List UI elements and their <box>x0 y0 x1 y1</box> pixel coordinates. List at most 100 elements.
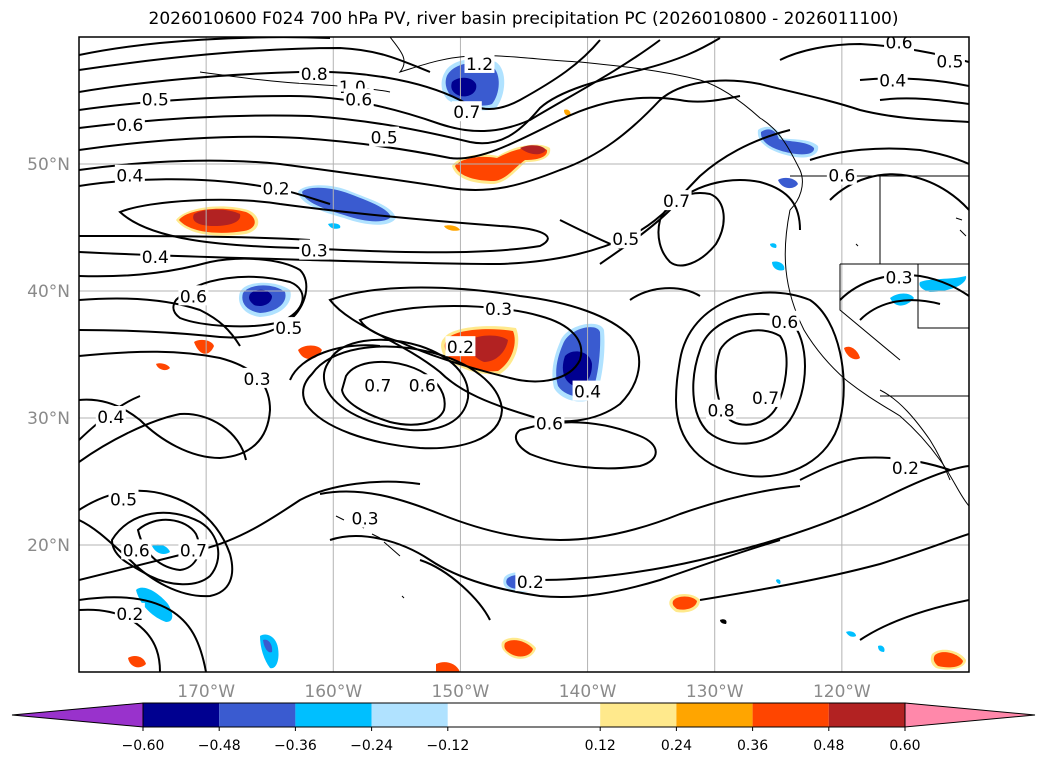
colorbar-tick-label: −0.36 <box>274 738 317 754</box>
contour-label-halo <box>114 164 145 185</box>
contour-label-halo <box>464 52 495 73</box>
contour-label-halo <box>362 374 393 395</box>
contour-label-text: 0.5 <box>142 91 169 111</box>
contour-label: 0.2 <box>445 336 476 358</box>
contour-label: 0.2 <box>261 177 292 199</box>
pv-contour <box>340 360 446 426</box>
contour-label-text: 0.7 <box>453 103 480 123</box>
pv-contour <box>539 465 969 581</box>
x-tick-label: 170°W <box>177 682 235 702</box>
pv-contour <box>79 37 721 145</box>
contour-label-text: 0.7 <box>752 389 779 409</box>
contour-label-text: 0.7 <box>180 541 207 561</box>
contour-label-halo <box>114 602 145 623</box>
colorbar-tick-label: 0.60 <box>889 738 920 754</box>
pv-contour <box>79 39 661 132</box>
contour-label: 0.3 <box>242 367 272 390</box>
pv-contour <box>79 257 308 339</box>
contour-label-text: 0.6 <box>771 313 798 333</box>
contour-label-text: 1.2 <box>466 55 493 75</box>
contour-label: 0.4 <box>114 164 145 187</box>
y-tick-label: 20°N <box>27 536 70 556</box>
contour-label-text: 0.8 <box>301 65 328 85</box>
contour-label-halo <box>369 126 400 147</box>
pv-contour <box>289 344 381 381</box>
contour-label: 0.4 <box>95 406 126 428</box>
contour-label-text: 0.3 <box>243 370 270 390</box>
colorbar-segment <box>143 703 220 727</box>
pv-contour <box>859 299 941 321</box>
contour-label: 0.7 <box>750 386 781 409</box>
contour-label-halo <box>884 37 915 52</box>
contour-label-halo <box>661 190 692 211</box>
coastline-west-us <box>784 209 969 507</box>
pv-contour <box>514 421 657 470</box>
chart-title: 2026010600 F024 700 hPa PV, river basin … <box>148 9 899 29</box>
contour-label-text: 0.2 <box>263 179 290 199</box>
contour-label: 0.7 <box>451 101 482 123</box>
contour-label: 0.3 <box>884 266 915 288</box>
contour-label: 0.6 <box>884 33 915 53</box>
pv-contour <box>674 291 845 478</box>
pv-contour <box>79 350 272 460</box>
contour-label: 0.3 <box>299 239 330 262</box>
pv-contour <box>809 147 969 165</box>
y-axis-ticks: 50°N 40°N 30°N 20°N <box>27 155 70 556</box>
colorbar-segment <box>676 703 753 727</box>
contour-label: 0.5 <box>140 88 171 111</box>
contour-label: 0.2 <box>114 602 145 625</box>
pv-contour <box>79 79 969 191</box>
contour-label-halo <box>178 539 209 560</box>
x-tick-label: 150°W <box>432 682 490 702</box>
contour-label-halo <box>445 336 476 357</box>
contour-label: 0.7 <box>362 374 393 396</box>
pv-contour <box>859 77 969 87</box>
contour-label: 1.2 <box>464 52 495 75</box>
map-panel: 1.00.81.20.60.70.50.60.50.40.20.4 0.30.60… <box>79 33 969 672</box>
map-frame <box>78 36 970 673</box>
contour-label-text: 0.6 <box>180 287 207 307</box>
contour-label: 0.8 <box>706 399 737 422</box>
contour-label-halo <box>451 101 482 122</box>
pv-contour <box>319 485 801 542</box>
contour-label-halo <box>407 374 438 395</box>
contour-label-text: 0.2 <box>116 605 143 625</box>
precip-region-red-14n <box>669 594 700 613</box>
contour-label-text: 0.4 <box>574 383 601 403</box>
contour-label-text: 0.3 <box>301 242 328 262</box>
y-tick-label: 40°N <box>27 282 70 302</box>
contour-label-halo <box>826 164 857 185</box>
pv-contour <box>79 39 601 110</box>
contour-label: 0.5 <box>108 488 139 511</box>
contour-label-text: 0.3 <box>352 510 379 530</box>
contour-label: 0.8 <box>299 63 330 85</box>
contour-label-halo <box>95 406 126 426</box>
contour-label-halo <box>572 380 603 401</box>
colorbar-segment <box>600 703 677 727</box>
y-tick-label: 30°N <box>27 409 70 429</box>
pv-contour <box>79 235 311 241</box>
contour-label: 0.4 <box>572 380 603 403</box>
colorbar-extend-max <box>904 702 1036 728</box>
colorbar-segment <box>828 703 905 727</box>
contour-label-text: 0.6 <box>886 33 913 53</box>
contour-label: 0.4 <box>140 245 171 268</box>
contour-label-halo <box>534 412 565 433</box>
pv-contour <box>79 596 207 672</box>
pv-contour <box>79 95 741 160</box>
contour-label: 0.5 <box>273 317 304 339</box>
contour-label: 0.5 <box>369 126 400 149</box>
contour-label-halo <box>114 113 145 134</box>
contour-label-halo <box>261 177 292 198</box>
contour-label: 0.3 <box>350 507 381 530</box>
contour-label-text: 0.6 <box>345 91 372 111</box>
contour-label: 0.2 <box>515 571 546 593</box>
contour-label-text: 0.6 <box>536 414 563 434</box>
contour-label: 0.6 <box>534 412 565 434</box>
pv-contour <box>79 297 241 347</box>
colorbar: −0.60 −0.48 −0.36 −0.24 −0.12 0.12 0.24 0.36 0.4… <box>11 702 1036 754</box>
coastline-baja <box>879 389 951 481</box>
contour-label: 0.7 <box>178 539 209 561</box>
colorbar-segment <box>447 703 601 727</box>
